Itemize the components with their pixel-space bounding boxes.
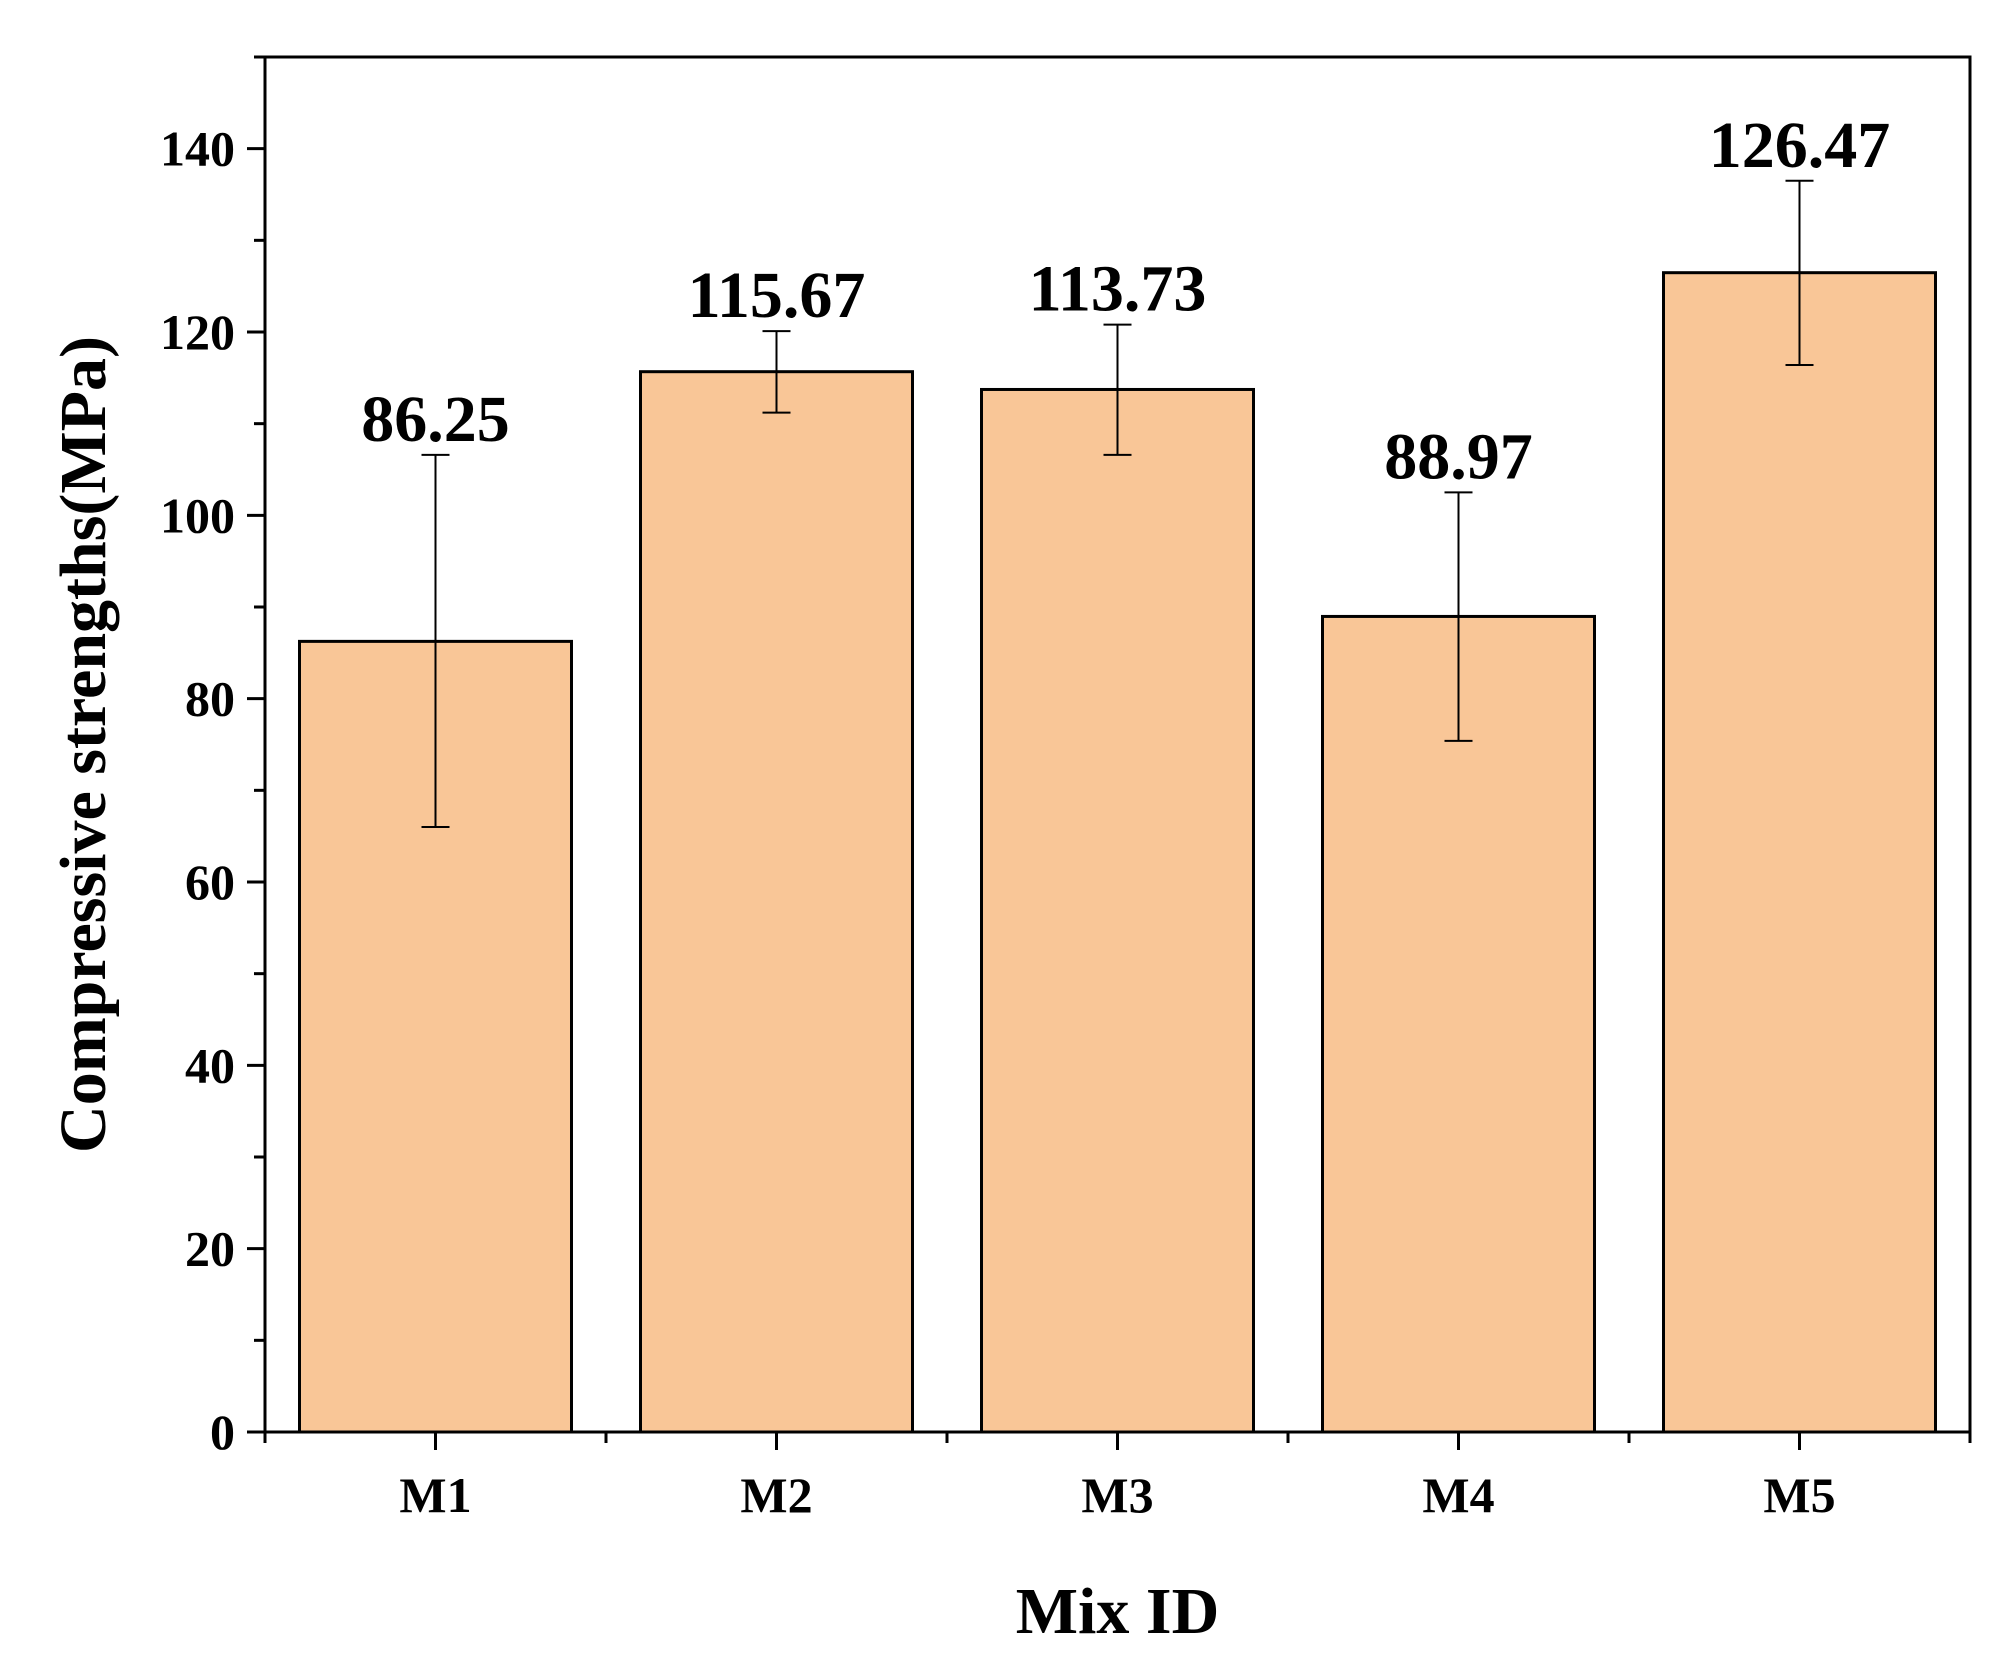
value-label-m2: 115.67 [688, 259, 866, 332]
y-tick-label-120: 120 [160, 304, 235, 360]
error-bar-m3 [1103, 323, 1132, 456]
bar-m5 [1662, 271, 1937, 1434]
x-axis-title: Mix ID [1016, 1575, 1219, 1648]
y-tick-label-80: 80 [185, 671, 235, 727]
value-label-m4: 88.97 [1384, 420, 1533, 493]
bars-layer [298, 271, 1937, 1434]
error-bars-layer [421, 179, 1814, 828]
error-bar-m4 [1444, 491, 1473, 742]
error-bar-m5 [1785, 179, 1814, 366]
y-tick-label-140: 140 [160, 121, 235, 177]
value-label-m3: 113.73 [1029, 253, 1207, 326]
x-tick-label-m1: M1 [399, 1467, 471, 1523]
x-tick-label-m3: M3 [1081, 1467, 1153, 1523]
error-bar-m2 [762, 330, 791, 414]
y-axis-title: Compressive strengths(MPa) [47, 336, 120, 1153]
y-tick-label-100: 100 [160, 487, 235, 543]
y-tick-label-40: 40 [185, 1037, 235, 1093]
bar-m2 [639, 370, 914, 1434]
x-tick-label-m4: M4 [1422, 1467, 1494, 1523]
y-tick-label-20: 20 [185, 1221, 235, 1277]
bar-m4 [1321, 614, 1596, 1434]
value-label-m1: 86.25 [361, 383, 510, 456]
x-tick-label-m2: M2 [740, 1467, 812, 1523]
y-tick-label-60: 60 [185, 854, 235, 910]
y-tick-label-0: 0 [210, 1404, 235, 1460]
ticks-layer [247, 55, 1972, 1450]
value-label-m5: 126.47 [1709, 109, 1891, 182]
bar-m3 [980, 387, 1255, 1434]
x-tick-label-m5: M5 [1763, 1467, 1835, 1523]
error-bar-m1 [421, 453, 450, 828]
labels-layer: 86.25 M1 115.67 M2 113.73 M3 88.97 M4 126.47 M5 0 2… [160, 109, 1890, 1523]
